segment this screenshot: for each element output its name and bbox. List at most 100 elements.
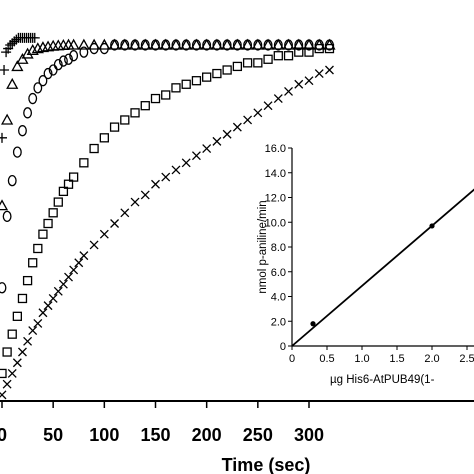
data-point-cross <box>284 86 293 96</box>
main-x-ticks: 0 50 100 150 200 250 300 <box>0 401 324 445</box>
data-point-triangle <box>241 38 254 50</box>
data-point-circle <box>304 39 314 51</box>
data-point-square <box>283 51 294 61</box>
data-point-triangle <box>251 38 264 50</box>
data-point-square <box>294 47 304 57</box>
data-point-square <box>28 258 38 268</box>
data-point-cross <box>171 165 181 175</box>
data-point-cross <box>325 65 334 75</box>
data-point-circle <box>191 39 201 51</box>
data-point-cross <box>314 69 324 79</box>
data-point-circle <box>7 175 17 187</box>
data-point-triangle <box>77 38 90 50</box>
data-point-cross <box>120 208 130 218</box>
data-point-square <box>68 172 79 182</box>
data-point-cross <box>12 358 22 368</box>
data-point-square <box>273 51 283 61</box>
data-point-cross <box>140 190 150 200</box>
data-point-plus <box>11 34 22 45</box>
data-point-square <box>253 58 263 68</box>
data-point-triangle <box>6 77 19 89</box>
data-point-square <box>17 293 28 304</box>
data-point-cross <box>161 172 171 182</box>
data-point-square <box>22 275 33 286</box>
data-point-square <box>58 186 69 197</box>
data-point-cross <box>232 122 242 132</box>
data-point-cross <box>191 151 201 161</box>
data-point-cross <box>74 258 84 268</box>
inset-y-ticks: 0 2.0 4.0 6.0 8.0 10.0 12.0 14.0 16.0 <box>265 143 292 353</box>
data-point-circle <box>0 282 7 294</box>
data-point-triangle <box>118 38 131 50</box>
data-point-square <box>140 101 150 111</box>
data-point-triangle <box>200 38 213 50</box>
data-point-triangle <box>231 38 244 50</box>
data-point-triangle <box>210 38 224 50</box>
data-point-triangle <box>221 38 234 50</box>
data-point-triangle <box>292 38 305 50</box>
data-point-cross <box>222 129 232 139</box>
data-point-cross <box>69 265 79 275</box>
data-point-square <box>191 76 202 86</box>
inset-y-tick-label: 14.0 <box>265 168 286 180</box>
data-point-square <box>263 54 273 64</box>
inset-chart: 0 2.0 4.0 6.0 8.0 10.0 12.0 14.0 16.0 0 0.5 1.0 1.5… <box>252 140 474 395</box>
data-point-triangle <box>139 38 152 50</box>
main-x-tick-label: 150 <box>140 425 170 445</box>
data-point-cross <box>253 108 263 118</box>
data-point-cross <box>0 390 7 400</box>
inset-y-tick-label: 2.0 <box>271 316 286 328</box>
inset-x-axis-title: µg His6-AtPUB49(1- <box>330 374 435 386</box>
data-point-square <box>242 58 253 68</box>
data-point-cross <box>89 240 99 250</box>
main-chart: 0 50 100 150 200 250 300 Time (sec) <box>0 32 474 474</box>
data-point-circle <box>99 42 109 55</box>
data-point-cross <box>151 179 160 189</box>
data-point-square <box>120 115 130 125</box>
data-point-square <box>222 65 232 75</box>
data-point-square <box>161 90 171 100</box>
data-point-cross <box>263 101 273 111</box>
data-point-cross <box>23 336 33 346</box>
data-point-circle <box>181 39 191 51</box>
main-x-tick-label: 0 <box>0 425 7 445</box>
data-point-circle <box>294 39 304 51</box>
inset-y-tick-label: 10.0 <box>265 217 286 229</box>
data-point-circle <box>79 46 89 58</box>
data-point-cross <box>43 301 53 311</box>
data-point-cross <box>243 115 253 125</box>
data-point-square <box>48 208 58 218</box>
data-point-triangle <box>190 38 203 50</box>
data-point-circle <box>161 39 171 51</box>
data-point-triangle <box>0 199 9 211</box>
data-point-cross <box>53 286 63 296</box>
main-x-tick-label: 250 <box>243 425 273 445</box>
main-x-tick-label: 200 <box>192 425 222 445</box>
data-point-cross <box>181 158 191 168</box>
data-point-circle <box>110 39 120 51</box>
inset-x-tick-label: 0 <box>289 353 295 365</box>
data-point-circle <box>273 39 283 51</box>
data-point-square <box>43 218 53 229</box>
inset-y-tick-label: 12.0 <box>265 193 286 205</box>
data-point-cross <box>64 272 73 282</box>
data-point-circle <box>253 39 263 51</box>
inset-y-tick-label: 0 <box>280 341 286 353</box>
data-point-cross <box>110 219 120 228</box>
data-point-triangle <box>16 52 29 64</box>
data-point-cross <box>18 347 27 357</box>
data-point-triangle <box>149 38 162 50</box>
data-point-square <box>89 143 99 154</box>
inset-y-tick-label: 8.0 <box>271 242 286 254</box>
data-point-triangle <box>282 38 295 50</box>
data-point-circle <box>18 125 27 137</box>
data-point-triangle <box>108 38 121 50</box>
inset-y-tick-label: 6.0 <box>271 267 286 279</box>
data-point-circle <box>151 39 160 51</box>
data-point-cross <box>58 279 68 289</box>
inset-trendline <box>291 188 474 347</box>
data-point-circle <box>43 67 53 80</box>
data-point-cross <box>48 294 58 303</box>
data-point-circle <box>53 58 63 71</box>
inset-x-tick-label: 2.5 <box>459 353 474 365</box>
